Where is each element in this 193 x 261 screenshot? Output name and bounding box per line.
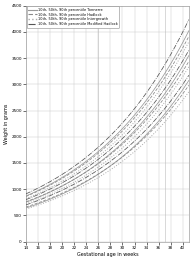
Y-axis label: Weight in grams: Weight in grams	[4, 103, 9, 144]
Legend: 10th, 50th, 90th percentile Tonnerre, 10th, 50th, 90th percentile Hadlock, 10th,: 10th, 50th, 90th percentile Tonnerre, 10…	[27, 6, 119, 28]
X-axis label: Gestational age in weeks: Gestational age in weeks	[77, 252, 138, 257]
